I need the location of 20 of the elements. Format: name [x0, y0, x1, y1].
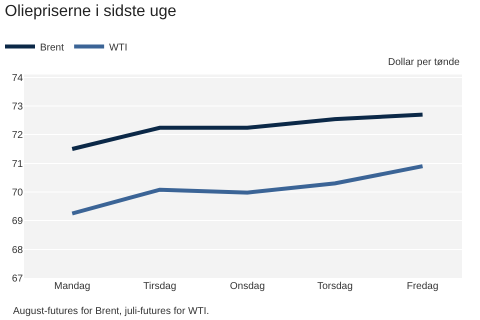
line-series [70, 112, 425, 151]
x-tick-label: Mandag [54, 281, 90, 292]
x-tick-label: Torsdag [317, 281, 353, 292]
y-tick-label: 74 [12, 72, 24, 84]
y-tick-label: 69 [12, 216, 24, 228]
y-axis-title: Dollar per tønde [388, 57, 460, 68]
x-tick-label: Fredag [406, 281, 438, 292]
y-tick-label: 71 [12, 158, 24, 170]
y-tick-label: 67 [12, 274, 24, 284]
x-tick-label: Tirsdag [143, 281, 176, 292]
y-tick-label: 68 [12, 244, 24, 256]
y-tick-label: 73 [12, 101, 24, 112]
legend-label: Brent [40, 42, 64, 54]
y-tick-label: 72 [12, 130, 24, 142]
text: August-futures for Brent, juli-futures for WTI. [13, 306, 210, 317]
y-tick-label: 70 [12, 188, 24, 198]
legend-label: WTI [109, 42, 128, 54]
chart-title: Oliepriserne i sidste uge [4, 3, 177, 20]
line-series [70, 164, 425, 216]
x-tick-label: Onsdag [230, 281, 265, 292]
